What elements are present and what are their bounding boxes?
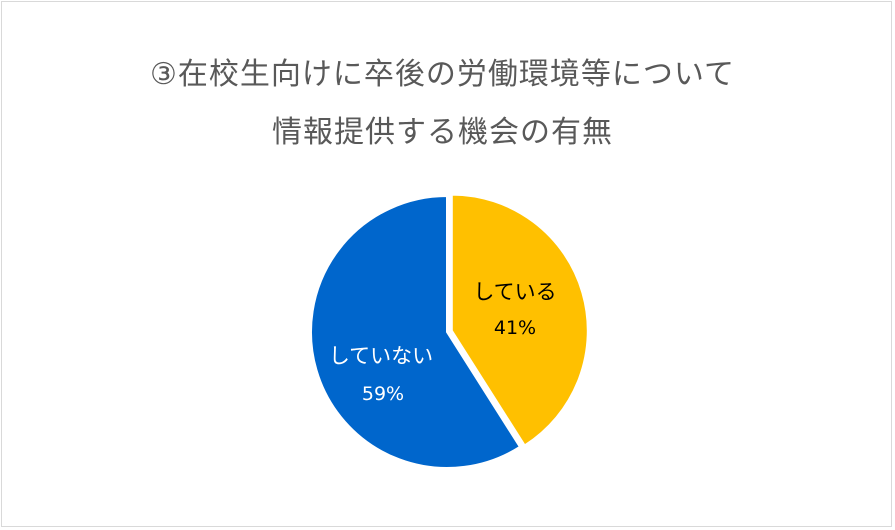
chart-title-line-2: 情報提供する機会の有無	[272, 115, 613, 150]
chart-title: ③在校生向けに卒後の労働環境等について 情報提供する機会の有無	[2, 46, 893, 162]
slice-label-shiteiru: している	[473, 280, 556, 304]
chart-title-line-1: ③在校生向けに卒後の労働環境等について	[150, 57, 735, 92]
slice-value-shiteinai: 59%	[362, 383, 404, 405]
slice-shiteiru	[450, 193, 589, 447]
slice-shiteinai	[310, 194, 522, 469]
slice-label-shiteinai: していない	[329, 344, 433, 368]
slice-value-shiteiru: 41%	[494, 317, 536, 339]
